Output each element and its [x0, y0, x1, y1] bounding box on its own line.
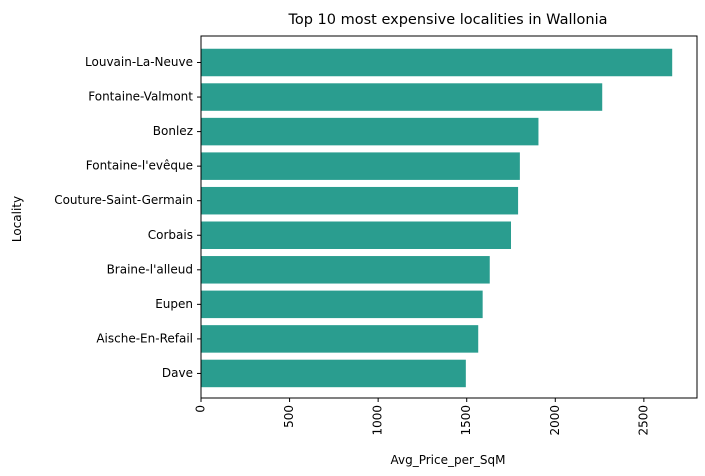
- y-tick-label: Eupen: [155, 297, 193, 311]
- x-axis-label: Avg_Price_per_SqM: [390, 453, 505, 467]
- bar: [201, 221, 511, 249]
- bar: [201, 290, 483, 319]
- x-tick-label: 1500: [459, 405, 473, 436]
- y-tick-label: Fontaine-Valmont: [88, 90, 193, 104]
- y-tick-label: Fontaine-l'evêque: [86, 159, 193, 173]
- y-tick-label: Bonlez: [153, 124, 193, 138]
- bar: [201, 325, 479, 353]
- bar: [201, 359, 466, 388]
- y-tick-label: Couture-Saint-Germain: [54, 193, 193, 207]
- x-tick-label: 2500: [636, 405, 650, 436]
- bar: [201, 117, 539, 146]
- y-tick-label: Aische-En-Refail: [96, 331, 193, 345]
- chart-title: Top 10 most expensive localities in Wall…: [287, 12, 607, 28]
- x-tick-label: 1000: [371, 405, 385, 436]
- bar: [201, 48, 673, 77]
- y-axis-ticks: Louvain-La-Neuve Fontaine-Valmont Bonlez Fo…: [54, 55, 201, 380]
- plot-frame: [200, 35, 698, 399]
- bar: [201, 186, 519, 215]
- x-tick-label: 0: [194, 405, 208, 413]
- x-axis-ticks: 0 500 1000 1500 2000 2500: [194, 398, 650, 436]
- y-tick-label: Braine-l'alleud: [107, 262, 193, 276]
- bar: [201, 152, 520, 180]
- x-tick-label: 500: [282, 405, 296, 428]
- bar: [201, 256, 490, 284]
- bars-group: [201, 48, 673, 388]
- x-tick-label: 2000: [548, 405, 562, 436]
- y-tick-label: Dave: [162, 366, 193, 380]
- bar: [201, 83, 603, 111]
- y-axis-label: Locality: [10, 196, 24, 242]
- y-tick-label: Louvain-La-Neuve: [85, 55, 193, 69]
- y-tick-label: Corbais: [148, 228, 193, 242]
